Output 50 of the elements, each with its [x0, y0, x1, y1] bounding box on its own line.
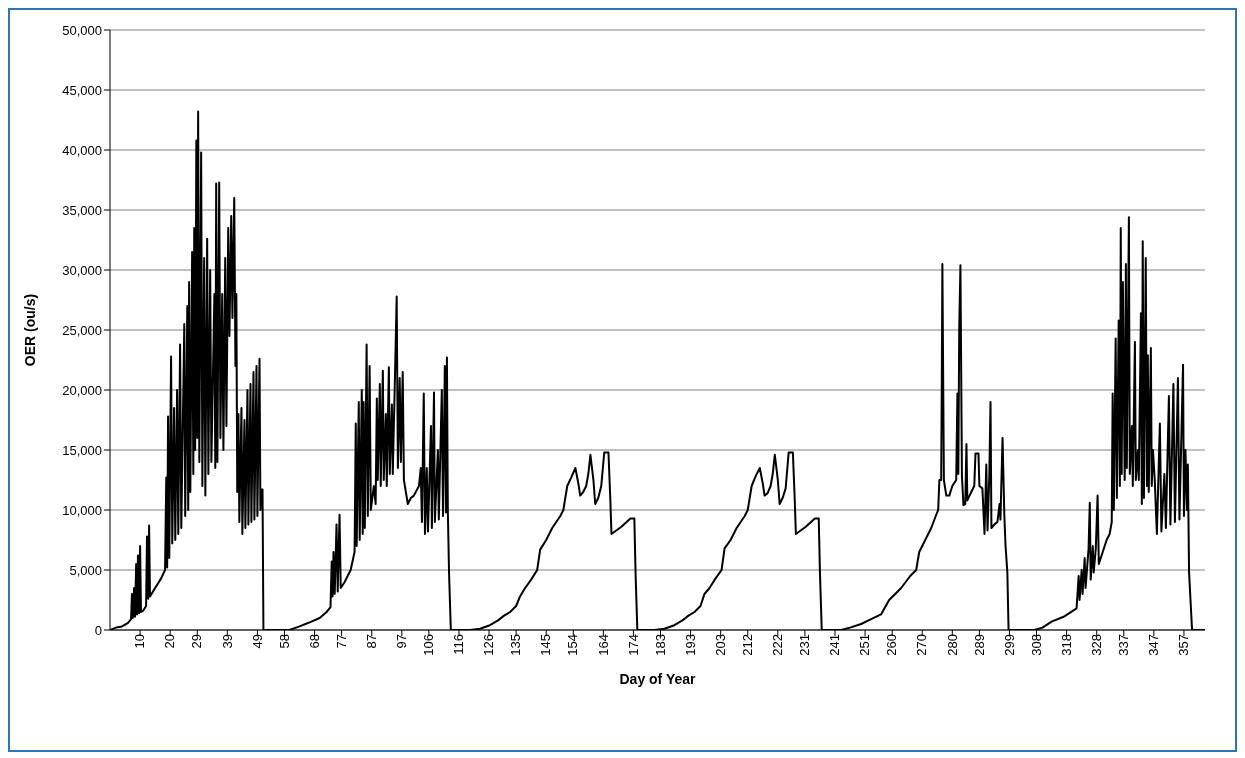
x-tick-label: 164 [595, 634, 611, 656]
x-tick-label: 20 [162, 634, 178, 649]
x-tick-label: 135 [508, 634, 524, 656]
y-tick-label: 50,000 [62, 22, 102, 38]
x-tick-label: 251 [857, 634, 873, 656]
x-tick-label: 145 [538, 634, 554, 656]
x-tick-label: 39 [219, 634, 235, 649]
y-tick-label: 15,000 [62, 442, 102, 458]
x-tick-label: 106 [421, 634, 437, 656]
y-tick-label: 20,000 [62, 382, 102, 398]
x-tick-label: 241 [827, 634, 843, 656]
y-tick-label: 40,000 [62, 142, 102, 158]
x-tick-label: 49 [249, 634, 265, 649]
x-tick-label: 29 [189, 634, 205, 649]
x-tick-label: 299 [1001, 634, 1017, 656]
x-tick-label: 174 [625, 634, 641, 656]
x-tick-label: 222 [770, 634, 786, 656]
x-tick-label: 183 [652, 634, 668, 656]
x-tick-label: 10 [132, 634, 148, 649]
x-tick-label: 116 [451, 634, 467, 655]
y-tick-label: 10,000 [62, 502, 102, 518]
y-tick-label: 30,000 [62, 262, 102, 278]
x-tick-label: 289 [971, 634, 987, 656]
x-tick-label: 318 [1058, 634, 1074, 656]
x-tick-label: 58 [276, 634, 292, 649]
x-tick-label: 193 [682, 634, 698, 656]
x-tick-label: 203 [712, 634, 728, 656]
x-tick-label: 308 [1028, 634, 1044, 656]
y-tick-label: 35,000 [62, 202, 102, 218]
x-tick-label: 328 [1088, 634, 1104, 656]
x-tick-label: 260 [884, 634, 900, 656]
x-tick-label: 280 [944, 634, 960, 656]
x-tick-label: 231 [797, 634, 813, 656]
x-tick-label: 212 [739, 634, 755, 656]
x-tick-label: 337 [1116, 634, 1132, 656]
y-axis-title: OER (ou/s) [21, 293, 38, 367]
y-tick-label: 25,000 [62, 322, 102, 338]
x-tick-label: 357 [1176, 634, 1192, 656]
x-tick-label: 68 [306, 634, 322, 649]
x-tick-label: 87 [363, 634, 379, 649]
y-tick-label: 5,000 [69, 562, 102, 578]
y-tick-label: 0 [94, 622, 102, 638]
x-tick-label: 270 [914, 634, 930, 656]
x-tick-label: 154 [565, 634, 581, 656]
y-tick-label: 45,000 [62, 82, 102, 98]
x-axis-title: Day of Year [619, 671, 697, 687]
x-tick-label: 126 [481, 634, 497, 656]
x-tick-label: 77 [333, 634, 349, 649]
x-tick-label: 97 [394, 634, 410, 649]
x-tick-label: 347 [1146, 634, 1162, 656]
